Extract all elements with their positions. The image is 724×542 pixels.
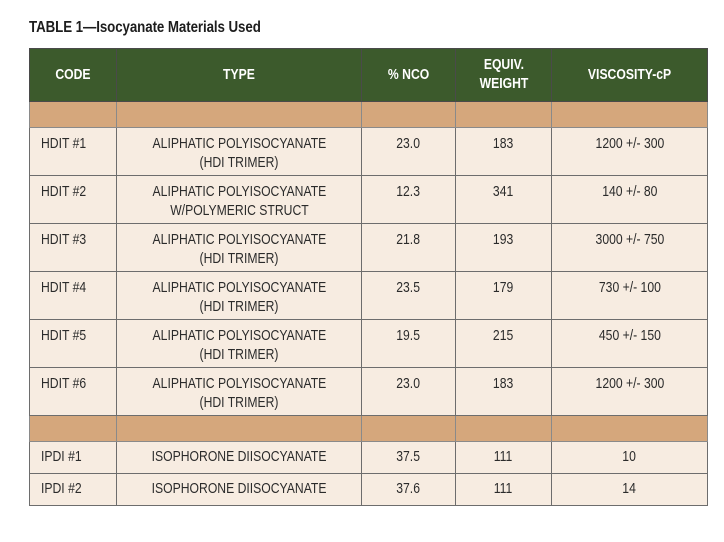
cell-type: ALIPHATIC POLYISOCYANATE W/POLYMERIC STRU…	[116, 175, 362, 224]
band-cell	[361, 101, 456, 128]
header-nco: % NCO	[361, 48, 456, 102]
cell-nco: 37.6	[361, 473, 456, 506]
table-row: HDIT #1 ALIPHATIC POLYISOCYANATE (HDI TRI…	[29, 127, 708, 176]
cell-code: HDIT #2	[29, 175, 117, 224]
cell-type: ISOPHORONE DIISOCYANATE	[116, 473, 362, 506]
cell-equiv-weight: 341	[455, 175, 552, 224]
cell-type: ISOPHORONE DIISOCYANATE	[116, 441, 362, 474]
table-row: HDIT #4 ALIPHATIC POLYISOCYANATE (HDI TRI…	[29, 271, 708, 320]
cell-equiv-weight: 183	[455, 127, 552, 176]
cell-type: ALIPHATIC POLYISOCYANATE (HDI TRIMER)	[116, 223, 362, 272]
cell-nco: 23.0	[361, 367, 456, 416]
cell-equiv-weight: 215	[455, 319, 552, 368]
band-cell	[29, 415, 117, 442]
cell-type: ALIPHATIC POLYISOCYANATE (HDI TRIMER)	[116, 367, 362, 416]
cell-viscosity: 10	[551, 441, 708, 474]
cell-nco: 21.8	[361, 223, 456, 272]
cell-nco: 19.5	[361, 319, 456, 368]
cell-viscosity: 1200 +/- 300	[551, 127, 708, 176]
cell-nco: 23.0	[361, 127, 456, 176]
cell-equiv-weight: 183	[455, 367, 552, 416]
cell-code: HDIT #3	[29, 223, 117, 272]
table-row: HDIT #5 ALIPHATIC POLYISOCYANATE (HDI TRI…	[29, 319, 708, 368]
cell-equiv-weight: 111	[455, 473, 552, 506]
cell-code: IPDI #2	[29, 473, 117, 506]
cell-viscosity: 140 +/- 80	[551, 175, 708, 224]
group-band-hdi	[29, 101, 708, 128]
cell-nco: 12.3	[361, 175, 456, 224]
isocyanate-materials-table: CODE TYPE % NCO EQUIV. WEIGHT VISCOSITY-c…	[29, 48, 708, 506]
cell-viscosity: 3000 +/- 750	[551, 223, 708, 272]
cell-equiv-weight: 179	[455, 271, 552, 320]
cell-viscosity: 14	[551, 473, 708, 506]
header-equiv-weight: EQUIV. WEIGHT	[455, 48, 552, 102]
header-code: CODE	[29, 48, 117, 102]
cell-nco: 23.5	[361, 271, 456, 320]
cell-code: IPDI #1	[29, 441, 117, 474]
table-row: HDIT #2 ALIPHATIC POLYISOCYANATE W/POLYME…	[29, 175, 708, 224]
cell-nco: 37.5	[361, 441, 456, 474]
table-row: HDIT #6 ALIPHATIC POLYISOCYANATE (HDI TRI…	[29, 367, 708, 416]
cell-viscosity: 1200 +/- 300	[551, 367, 708, 416]
table-row: IPDI #1 ISOPHORONE DIISOCYANATE 37.5 111…	[29, 441, 708, 474]
cell-type: ALIPHATIC POLYISOCYANATE (HDI TRIMER)	[116, 271, 362, 320]
header-row: CODE TYPE % NCO EQUIV. WEIGHT VISCOSITY-c…	[29, 48, 708, 102]
band-cell	[551, 415, 708, 442]
header-type: TYPE	[116, 48, 362, 102]
header-viscosity: VISCOSITY-cP	[551, 48, 708, 102]
cell-viscosity: 730 +/- 100	[551, 271, 708, 320]
cell-equiv-weight: 111	[455, 441, 552, 474]
band-cell	[361, 415, 456, 442]
cell-viscosity: 450 +/- 150	[551, 319, 708, 368]
cell-type: ALIPHATIC POLYISOCYANATE (HDI TRIMER)	[116, 319, 362, 368]
cell-equiv-weight: 193	[455, 223, 552, 272]
band-cell	[116, 415, 362, 442]
table-row: IPDI #2 ISOPHORONE DIISOCYANATE 37.6 111…	[29, 473, 708, 506]
band-cell	[455, 101, 552, 128]
band-cell	[455, 415, 552, 442]
table-row: HDIT #3 ALIPHATIC POLYISOCYANATE (HDI TRI…	[29, 223, 708, 272]
cell-code: HDIT #5	[29, 319, 117, 368]
cell-code: HDIT #6	[29, 367, 117, 416]
band-cell	[29, 101, 117, 128]
band-cell	[551, 101, 708, 128]
table-caption: TABLE 1—Isocyanate Materials Used	[29, 19, 261, 36]
cell-code: HDIT #1	[29, 127, 117, 176]
cell-type: ALIPHATIC POLYISOCYANATE (HDI TRIMER)	[116, 127, 362, 176]
band-cell	[116, 101, 362, 128]
cell-code: HDIT #4	[29, 271, 117, 320]
group-band-ipdi	[29, 415, 708, 442]
